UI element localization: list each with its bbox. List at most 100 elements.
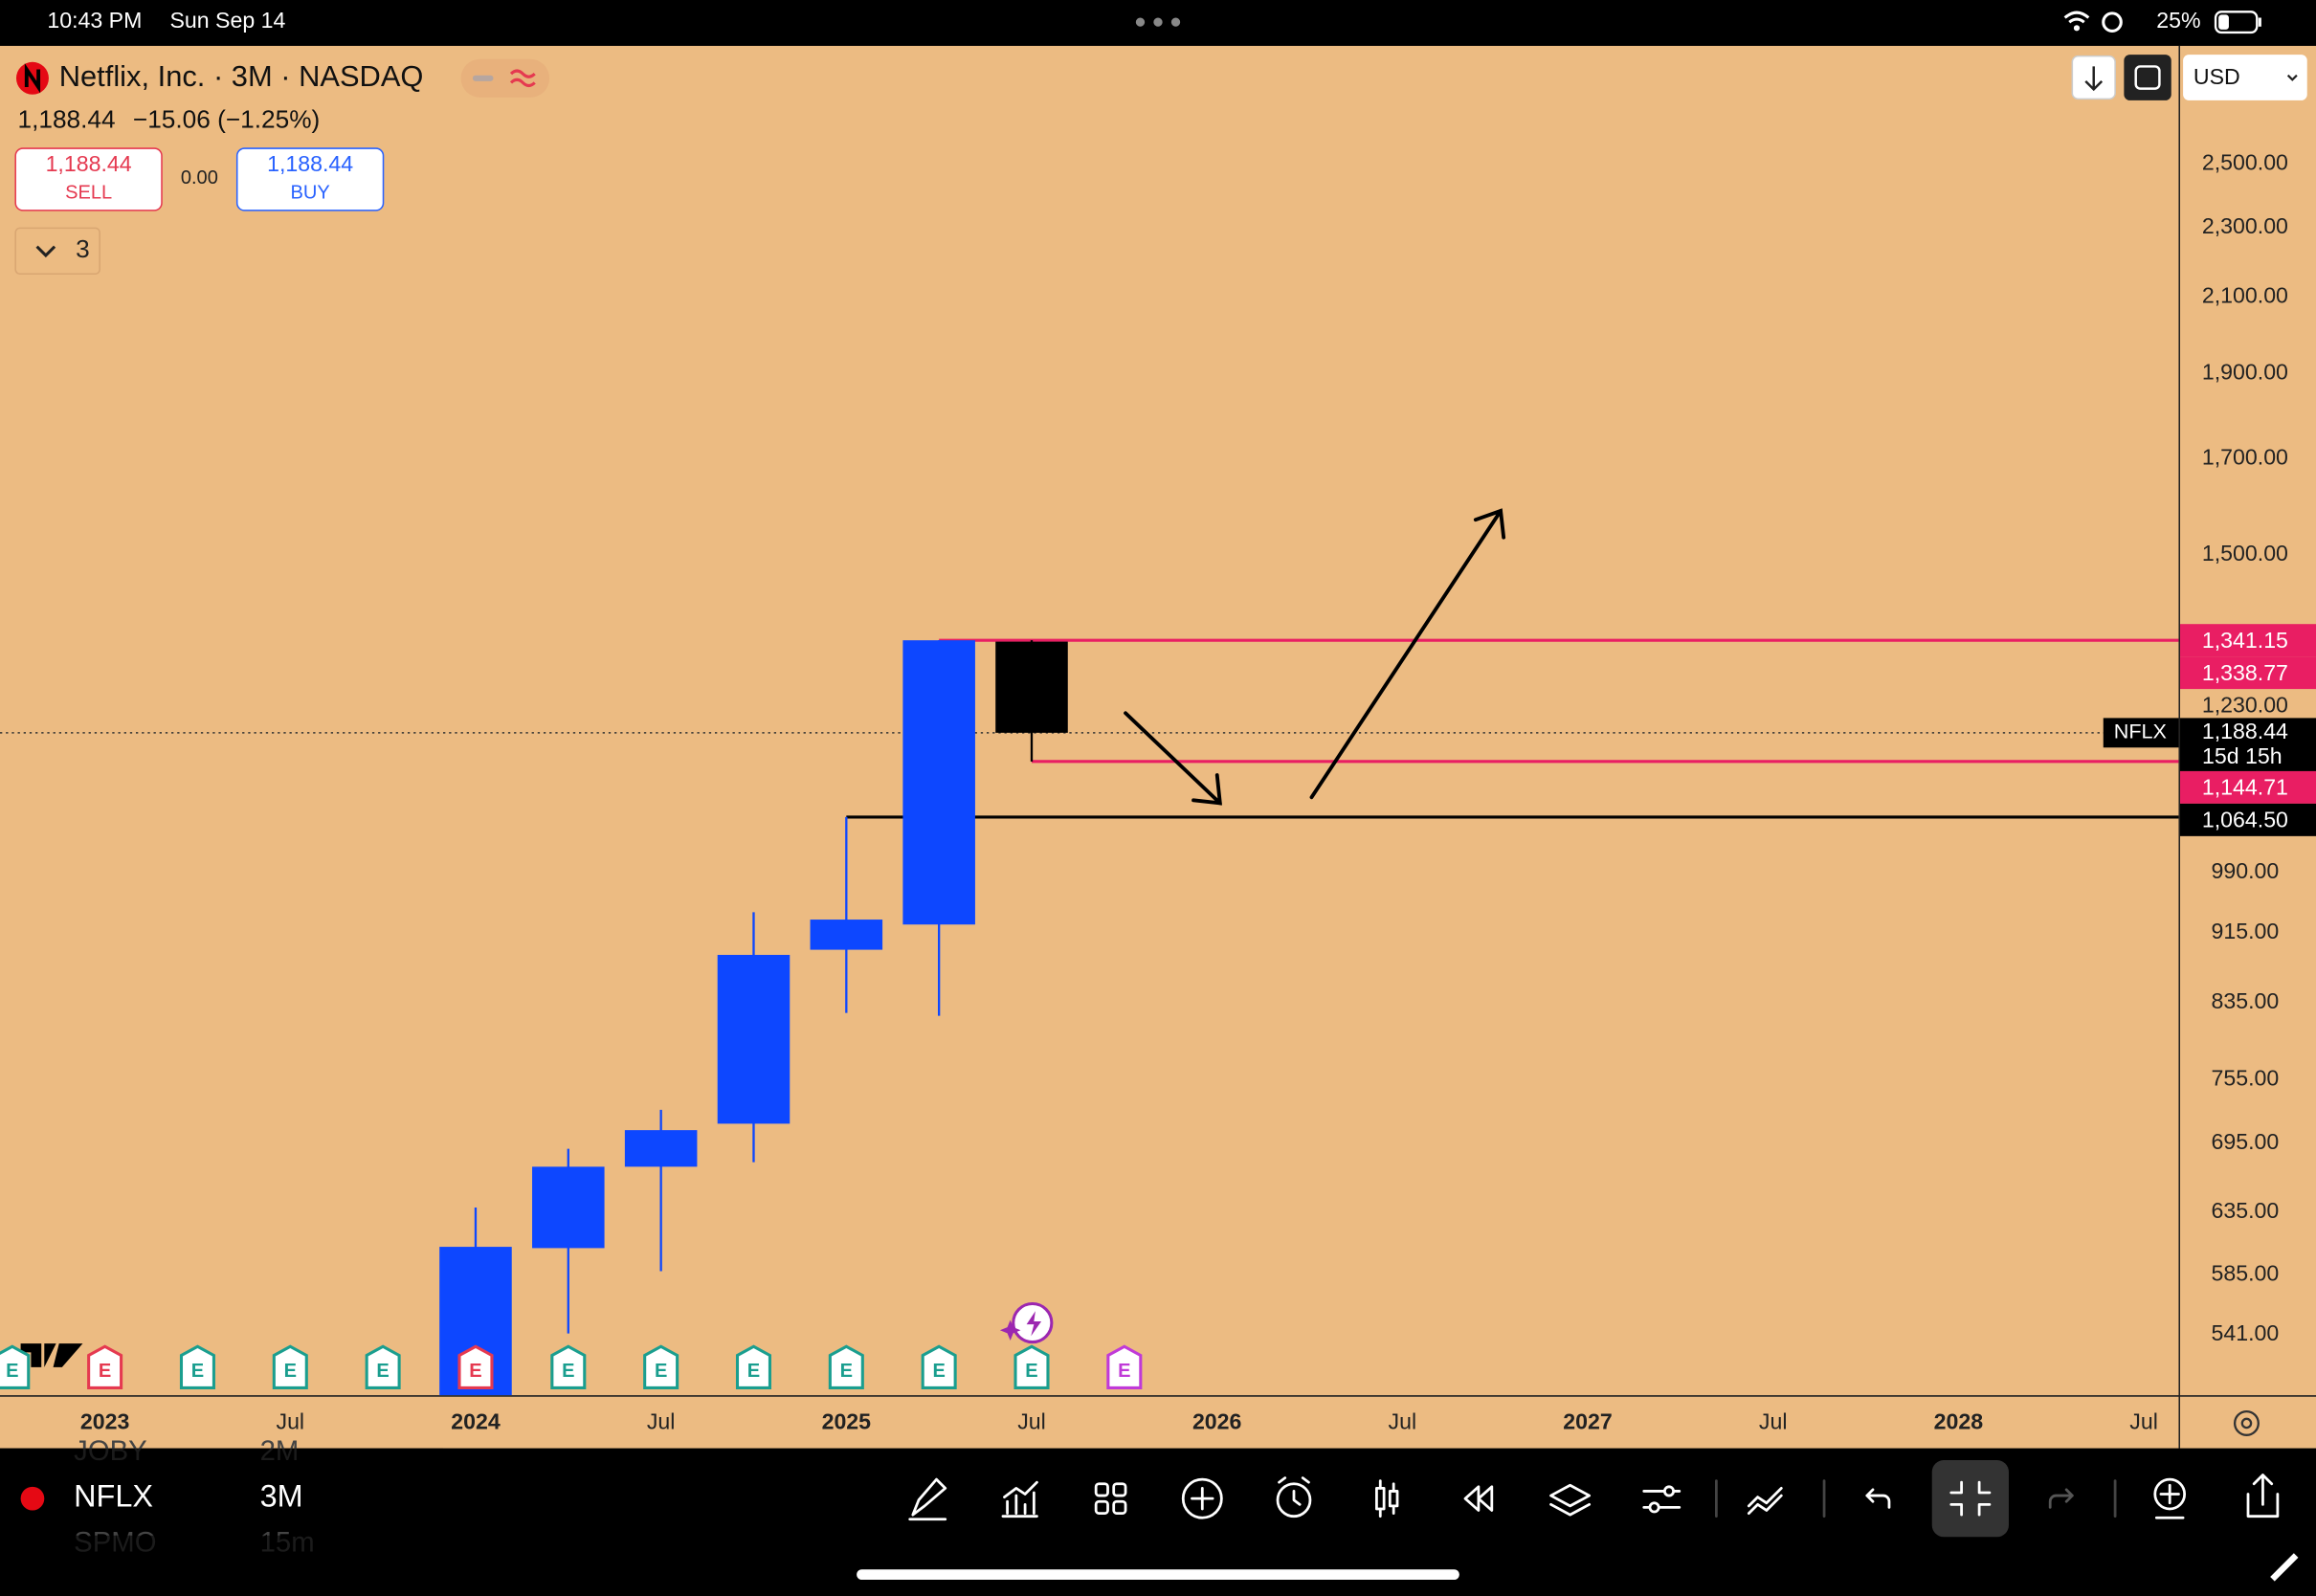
candle-body [532,1166,605,1249]
bar-countdown: 15d 15h [2202,743,2283,768]
layouts-button[interactable] [1094,1482,1127,1515]
candle-body [902,640,975,925]
earnings-label: E [1118,1361,1130,1382]
symbol-title[interactable]: Netflix, Inc. · 3M · NASDAQ [59,59,424,93]
price-label: 1,338.77 [2202,660,2288,685]
y-tick-label: 635.00 [2212,1198,2280,1223]
earnings-badge [87,1344,123,1389]
settings-sliders-button[interactable] [1642,1485,1681,1514]
chart-type-button[interactable] [1375,1479,1399,1518]
symbol-tag-bg [2103,718,2179,748]
home-indicator [857,1569,1459,1581]
tradingview-logo [20,1343,83,1367]
earnings-marker[interactable]: E [550,1344,587,1389]
indicators-count: 3 [76,234,90,263]
indicators-button[interactable] [1001,1480,1038,1518]
sell-button[interactable]: 1,188.44 SELL [14,147,163,211]
y-tick-label: 2,100.00 [2202,283,2288,308]
earnings-label: E [6,1361,18,1382]
candle-body [439,1247,512,1396]
price-label-bg [2180,803,2316,836]
drawing-arrow-down[interactable] [1124,711,1222,806]
pencil-shortcut[interactable] [2270,1553,2299,1582]
price-label: 1,064.50 [2202,808,2288,832]
undo-button[interactable] [1865,1488,1891,1509]
earnings-marker[interactable]: E [87,1344,123,1389]
last-price: 1,188.44 [18,104,116,133]
price-label: 1,341.15 [2202,628,2288,653]
earnings-badge [179,1344,215,1389]
earnings-marker[interactable]: E [1013,1344,1050,1389]
chart-background [0,45,2316,1449]
drawing-tool-button[interactable] [908,1477,947,1521]
chart-settings-button[interactable] [2233,1409,2260,1436]
y-tick-label: 1,500.00 [2202,541,2288,565]
currency-dropdown[interactable]: USD [2183,55,2307,100]
buy-button[interactable]: 1,188.44 BUY [235,147,385,211]
status-date: Sun Sep 14 [169,8,285,33]
earnings-marker[interactable]: E [1106,1344,1143,1389]
earnings-marker[interactable]: E [272,1344,308,1389]
y-tick-label: 1,900.00 [2202,360,2288,385]
earnings-label: E [840,1361,853,1382]
replay-button[interactable] [1463,1485,1494,1512]
quick-trade-button[interactable] [2153,1477,2187,1519]
sell-label: SELL [65,182,112,203]
multitask-dots[interactable] [1135,17,1181,27]
share-button[interactable] [2246,1474,2280,1518]
drawing-arrow-up[interactable] [1309,508,1506,800]
candle-body [624,1130,698,1167]
fade-bottom [0,1535,444,1554]
x-tick-label: 2026 [1192,1409,1242,1434]
x-tick-label: Jul [1389,1409,1417,1434]
earnings-badge [457,1344,494,1389]
exit-fullscreen-button[interactable] [1949,1480,1992,1517]
earnings-label: E [284,1361,297,1382]
candle [902,640,975,1016]
earnings-label: E [469,1361,481,1382]
earnings-badge [1013,1344,1050,1389]
redo-button[interactable] [2048,1488,2074,1509]
x-tick-label: Jul [1759,1409,1788,1434]
earnings-label: E [191,1361,204,1382]
y-tick-label: 915.00 [2212,919,2280,943]
candle-body [717,954,791,1124]
earnings-badge [550,1344,587,1389]
fullscreen-button[interactable] [2124,55,2171,100]
alert-button[interactable] [1276,1476,1312,1518]
ai-assistant-icon[interactable] [999,1301,1054,1344]
earnings-label: E [655,1361,667,1382]
chart-mode-toggle[interactable] [460,58,550,98]
earnings-marker[interactable]: E [457,1344,494,1389]
earnings-marker[interactable]: E [643,1344,679,1389]
y-tick-label: 1,230.00 [2202,692,2288,717]
spread: 0.00 [181,167,218,188]
compare-button[interactable] [1747,1486,1783,1515]
currency: USD [2194,64,2240,89]
earnings-marker[interactable]: E [0,1344,31,1389]
price-label-bg [2180,656,2316,690]
object-tree-button[interactable] [1549,1483,1592,1517]
earnings-marker[interactable]: E [735,1344,772,1389]
battery-icon [2214,11,2261,34]
earnings-marker[interactable]: E [365,1344,401,1389]
earnings-marker[interactable]: E [179,1344,215,1389]
scroll-to-latest-button[interactable] [2071,55,2116,100]
y-tick-label: 1,700.00 [2202,445,2288,470]
earnings-badge [735,1344,772,1389]
symbol-tag: NFLX [2114,720,2167,743]
earnings-marker[interactable]: E [828,1344,864,1389]
earnings-marker[interactable]: E [921,1344,957,1389]
indicators-toggle[interactable]: 3 [14,227,100,276]
x-tick-label: 2024 [451,1409,501,1434]
last-price-label: 1,188.44 [2202,719,2288,743]
x-tick-label: Jul [277,1409,305,1434]
earnings-badge [0,1344,31,1389]
x-tick-label: 2025 [822,1409,872,1434]
earnings-badge [365,1344,401,1389]
y-tick-label: 695.00 [2212,1129,2280,1154]
x-tick-label: 2027 [1563,1409,1612,1434]
add-button[interactable] [1181,1477,1223,1519]
current-interval: 3M [260,1479,303,1514]
